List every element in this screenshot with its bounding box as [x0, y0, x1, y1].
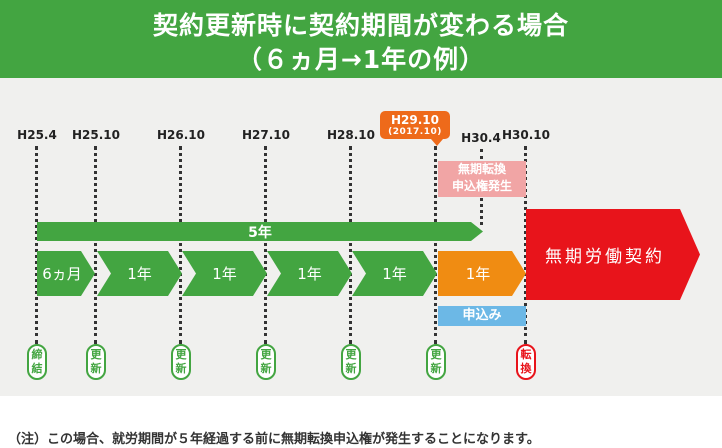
- badge-renewal-2: 更 新: [171, 344, 191, 380]
- callout-pointer: [431, 139, 443, 146]
- badge-char: 新: [90, 362, 102, 375]
- badge-char: 更: [260, 348, 272, 361]
- badge-renewal-1: 更 新: [86, 344, 106, 380]
- muki-box-line-1: 無期転換: [457, 162, 506, 176]
- label-h28-10: H28.10: [327, 128, 375, 142]
- badge-char: 転: [520, 348, 532, 361]
- muki-right-box: 無期転換 申込権発生: [438, 161, 526, 197]
- segment-label: 1年: [465, 265, 491, 283]
- callout-year: (2017.10): [388, 127, 442, 137]
- badge-conversion: 転 換: [516, 344, 536, 380]
- muki-contract-label: 無期労働契約: [545, 247, 665, 267]
- badge-char: 換: [520, 362, 532, 375]
- title-line-1: 契約更新時に契約期間が変わる場合: [152, 11, 569, 40]
- badge-renewal-3: 更 新: [256, 344, 276, 380]
- apply-label: 申込み: [462, 308, 502, 323]
- badge-char: 新: [260, 362, 272, 375]
- label-h30-4: H30.4: [461, 131, 501, 145]
- segment-label: 1年: [382, 265, 407, 283]
- label-h30-10: H30.10: [502, 128, 550, 142]
- dotted-line-h25-10: [94, 146, 97, 344]
- badge-char: 更: [430, 348, 442, 361]
- badge-char: 更: [90, 348, 102, 361]
- muki-contract-arrow: 無期労働契約: [526, 209, 700, 300]
- dotted-line-h26-10: [179, 146, 182, 344]
- apply-period-bar: 申込み: [438, 306, 526, 326]
- badge-char: 新: [430, 362, 442, 375]
- callout-h29-10: H29.10 (2017.10): [380, 111, 450, 139]
- label-h25-10: H25.10: [72, 128, 120, 142]
- segment-label: 1年: [212, 265, 237, 283]
- callout-date: H29.10: [391, 113, 439, 127]
- label-h25-4: H25.4: [17, 128, 57, 142]
- segment-year-3: 1年: [267, 251, 352, 296]
- badge-renewal-4: 更 新: [341, 344, 361, 380]
- dotted-line-h30-10: [524, 146, 527, 344]
- label-h26-10: H26.10: [157, 128, 205, 142]
- muki-box-line-2: 申込権発生: [451, 179, 512, 193]
- label-h27-10: H27.10: [242, 128, 290, 142]
- five-year-label: 5年: [248, 224, 272, 241]
- segment-year-5: 1年: [438, 251, 526, 296]
- footnote: （注）この場合、就労期間が５年経過する前に無期転換申込権が発生することになります…: [8, 432, 540, 447]
- segment-year-4: 1年: [352, 251, 437, 296]
- segment-label: 6ヵ月: [42, 265, 82, 283]
- segment-year-2: 1年: [182, 251, 267, 296]
- five-year-arrow: 5年: [37, 222, 483, 241]
- dotted-line-h27-10: [264, 146, 267, 344]
- title-line-2: （６ヵ月→1年の例）: [236, 45, 486, 74]
- title-banner: 契約更新時に契約期間が変わる場合 （６ヵ月→1年の例）: [0, 0, 722, 78]
- segment-year-1: 1年: [97, 251, 182, 296]
- badge-char: 結: [31, 362, 43, 375]
- dotted-line-h25-4: [35, 146, 38, 344]
- dotted-line-h29-10: [434, 146, 437, 344]
- badge-char: 新: [175, 362, 187, 375]
- badge-renewal-5: 更 新: [426, 344, 446, 380]
- segment-label: 1年: [127, 265, 152, 283]
- badge-char: 更: [345, 348, 357, 361]
- badge-char: 新: [345, 362, 357, 375]
- dotted-line-h28-10: [349, 146, 352, 344]
- badge-char: 締: [31, 348, 43, 361]
- segment-6-months: 6ヵ月: [37, 251, 95, 296]
- badge-char: 更: [175, 348, 187, 361]
- badge-conclusion: 締 結: [27, 344, 47, 380]
- segment-label: 1年: [297, 265, 322, 283]
